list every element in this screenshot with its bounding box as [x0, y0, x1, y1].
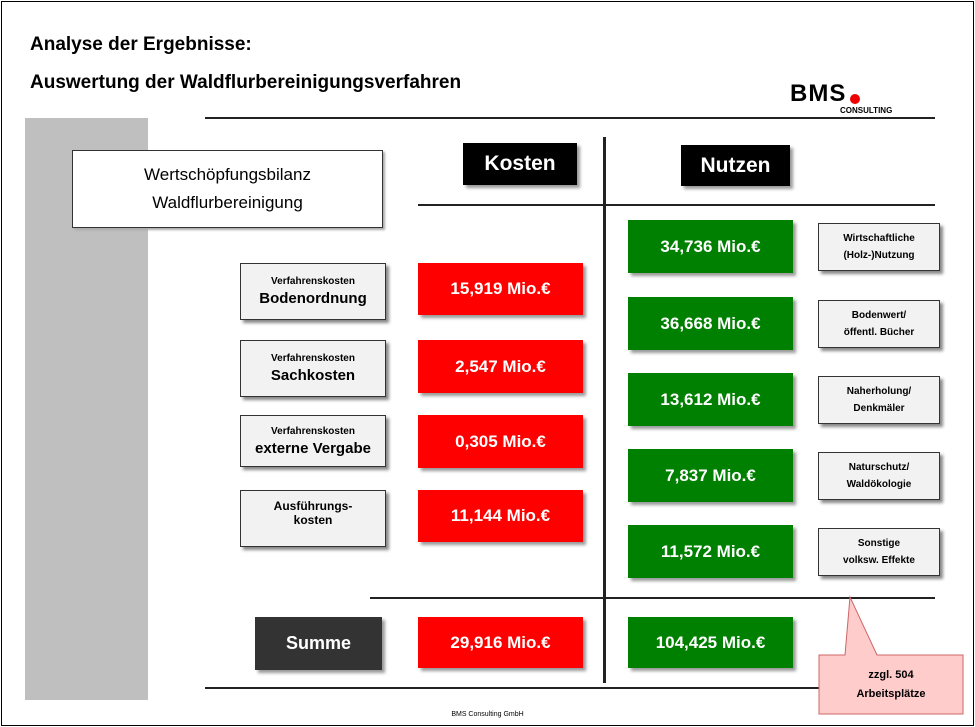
text: Bodenordnung — [259, 290, 367, 307]
benefit-label: Naherholung/Denkmäler — [818, 376, 940, 424]
logo-sub: CONSULTING — [840, 106, 893, 115]
text: Ausführungs- — [273, 499, 353, 513]
rule — [205, 117, 935, 119]
benefit-value: 11,572 Mio.€ — [628, 525, 793, 578]
text: Waldflurbereinigung — [152, 193, 303, 212]
rule — [370, 597, 935, 599]
text: öffentl. Bücher — [843, 327, 915, 338]
text: zzgl. 504 — [868, 669, 914, 681]
logo-dot — [850, 94, 860, 104]
column-header: Kosten — [463, 143, 577, 185]
text: Sonstige — [857, 538, 901, 549]
benefit-label: Sonstige volksw. Effekte — [818, 528, 940, 576]
benefit-label: Bodenwert/öffentl. Bücher — [818, 300, 940, 348]
cost-label: Ausführungs-kosten — [240, 490, 386, 547]
title-box: Wertschöpfungsbilanz Waldflurbereinigung — [72, 150, 383, 228]
title-line: Auswertung der Waldflurbereinigungsverfa… — [30, 72, 462, 93]
footer: BMS Consulting GmbH — [451, 711, 524, 718]
text: Bodenwert/ — [851, 310, 907, 321]
sum-label: Summe — [255, 617, 382, 670]
benefit-value: 36,668 Mio.€ — [628, 297, 793, 350]
text: Verfahrenskosten — [271, 276, 355, 287]
benefit-label: Wirtschaftliche (Holz-)Nutzung — [818, 223, 940, 271]
callout — [818, 595, 964, 715]
text: Denkmäler — [853, 403, 905, 414]
sum-cost: 29,916 Mio.€ — [418, 617, 583, 668]
benefit-value: 7,837 Mio.€ — [628, 449, 793, 502]
text: Naherholung/ — [846, 386, 912, 397]
text: Wertschöpfungsbilanz — [144, 165, 311, 184]
benefit-value: 34,736 Mio.€ — [628, 220, 793, 273]
cost-value: 2,547 Mio.€ — [418, 340, 583, 393]
text: Wirtschaftliche — [843, 233, 915, 244]
cost-label: Verfahrenskosten Sachkosten — [240, 340, 386, 397]
sum-benefit: 104,425 Mio.€ — [628, 617, 793, 668]
text: Sachkosten — [270, 367, 356, 384]
callout-text: zzgl. 504 Arbeitsplätze — [819, 656, 963, 714]
text: Verfahrenskosten — [271, 425, 355, 437]
benefit-value: 13,612 Mio.€ — [628, 373, 793, 426]
cost-value: 0,305 Mio.€ — [418, 415, 583, 468]
text: Waldökologie — [846, 479, 912, 490]
text: Naturschutz/ — [848, 462, 910, 473]
text: volksw. Effekte — [843, 555, 915, 566]
logo: BMS — [790, 80, 847, 107]
cost-value: 11,144 Mio.€ — [418, 490, 583, 542]
column-header: Nutzen — [681, 145, 790, 186]
cost-label: Verfahrenskosten externe Vergabe — [240, 415, 386, 467]
cost-value: 15,919 Mio.€ — [418, 263, 583, 315]
rule — [418, 204, 935, 206]
text: kosten — [293, 513, 333, 527]
benefit-label: Naturschutz/Waldökologie — [818, 452, 940, 500]
cost-label: Verfahrenskosten Bodenordnung — [240, 263, 386, 320]
title-line: Analyse der Ergebnisse: — [30, 34, 252, 55]
text: externe Vergabe — [255, 439, 371, 457]
divider — [603, 137, 606, 683]
rule — [205, 687, 935, 689]
text: Arbeitsplätze — [856, 688, 926, 700]
text: (Holz-)Nutzung — [843, 250, 915, 261]
text: Verfahrenskosten — [271, 353, 355, 364]
